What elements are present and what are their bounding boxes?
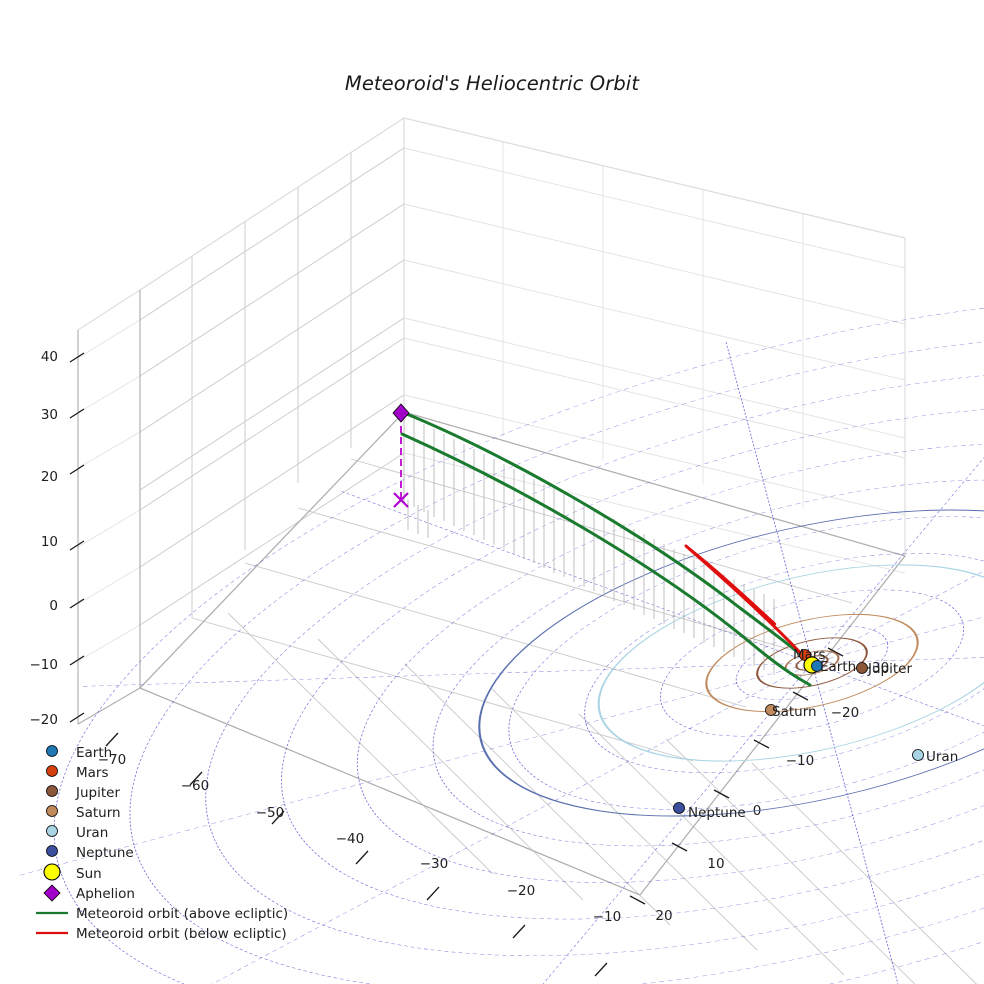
x-tick-m30: −30 [420, 856, 449, 872]
z-tick-40: 40 [41, 349, 58, 365]
legend-swatch-neptune [46, 845, 58, 857]
legend-swatch-uran [46, 825, 58, 837]
orbit-ring-saturn [705, 613, 919, 713]
label-saturn: Saturn [772, 704, 817, 720]
page-title: Meteoroid's Heliocentric Orbit [344, 72, 640, 95]
legend-swatch-earth [46, 745, 58, 757]
legend-label-saturn: Saturn [76, 805, 121, 821]
y-tick-m20: −20 [831, 705, 860, 721]
marker-jupiter [856, 662, 868, 674]
legend-label-earth: Earth [76, 745, 112, 761]
y-tick-m30: −30 [861, 660, 890, 676]
marker-neptune [673, 802, 685, 814]
legend-label-uran: Uran [76, 825, 108, 841]
legend-label-orbit-below: Meteoroid orbit (below ecliptic) [76, 926, 287, 942]
x-tick-m50: −50 [256, 805, 285, 821]
y-tick-20: 20 [655, 908, 672, 924]
orbit-ring-jupiter [756, 637, 868, 689]
marker-saturn [765, 704, 777, 716]
orbit-droplines [403, 414, 775, 675]
box-edges [77, 117, 906, 896]
z-tick-20: 20 [41, 469, 58, 485]
x-axis-ticklabels: −70 −60 −50 −40 −30 −20 −10 [98, 752, 622, 925]
z-axis-ticks [69, 352, 85, 723]
meteoroid-orbit-below [684, 544, 808, 661]
x-tick-m60: −60 [181, 778, 210, 794]
aphelion-marker [392, 403, 410, 423]
legend: Earth Mars Jupiter Saturn Uran Neptune S… [36, 745, 288, 942]
pane-bottom-ecliptic [139, 411, 978, 984]
legend-label-orbit-above: Meteoroid orbit (above ecliptic) [76, 906, 288, 922]
pane-right [403, 117, 906, 574]
x-tick-m70: −70 [98, 752, 127, 768]
label-uran: Uran [926, 749, 958, 765]
aphelion-projection-marker [393, 492, 409, 508]
legend-swatch-saturn [46, 805, 58, 817]
legend-label-mars: Mars [76, 765, 109, 781]
orbit-ring-neptune [478, 509, 984, 817]
label-earth: Earth [820, 659, 856, 675]
x-tick-m40: −40 [336, 831, 365, 847]
label-jupiter: Jupiter [867, 661, 912, 677]
y-tick-10: 10 [707, 856, 724, 872]
legend-swatch-jupiter [46, 785, 58, 797]
x-tick-m10: −10 [593, 909, 622, 925]
legend-swatch-mars [46, 765, 58, 777]
aphelion-group [392, 403, 410, 508]
z-tick-0: 0 [49, 598, 58, 614]
y-tick-m10: −10 [786, 753, 815, 769]
marker-uran [912, 749, 924, 761]
celestial-bodies: Neptune Uran Saturn Jupiter Mars Earth [673, 647, 958, 821]
marker-earth [811, 660, 823, 672]
legend-swatch-sun [43, 863, 61, 881]
x-axis-ticks [105, 732, 608, 977]
legend-label-jupiter: Jupiter [75, 785, 120, 801]
legend-swatch-aphelion [43, 884, 61, 902]
y-axis-ticks [629, 647, 844, 905]
z-tick-m20: −20 [30, 712, 59, 728]
orbit-ring-uranus [597, 564, 984, 762]
x-tick-m20: −20 [507, 883, 536, 899]
legend-label-neptune: Neptune [76, 845, 134, 861]
z-tick-m10: −10 [30, 657, 59, 673]
legend-label-aphelion: Aphelion [76, 886, 135, 902]
planet-orbit-rings [478, 509, 984, 817]
z-axis-ticklabels: 40 30 20 10 0 −10 −20 [30, 349, 59, 728]
legend-label-sun: Sun [76, 866, 102, 882]
z-tick-30: 30 [41, 407, 58, 423]
label-neptune: Neptune [688, 805, 746, 821]
z-tick-10: 10 [41, 534, 58, 550]
pane-back-left [77, 288, 141, 725]
meteoroid-orbit-above [400, 410, 812, 687]
